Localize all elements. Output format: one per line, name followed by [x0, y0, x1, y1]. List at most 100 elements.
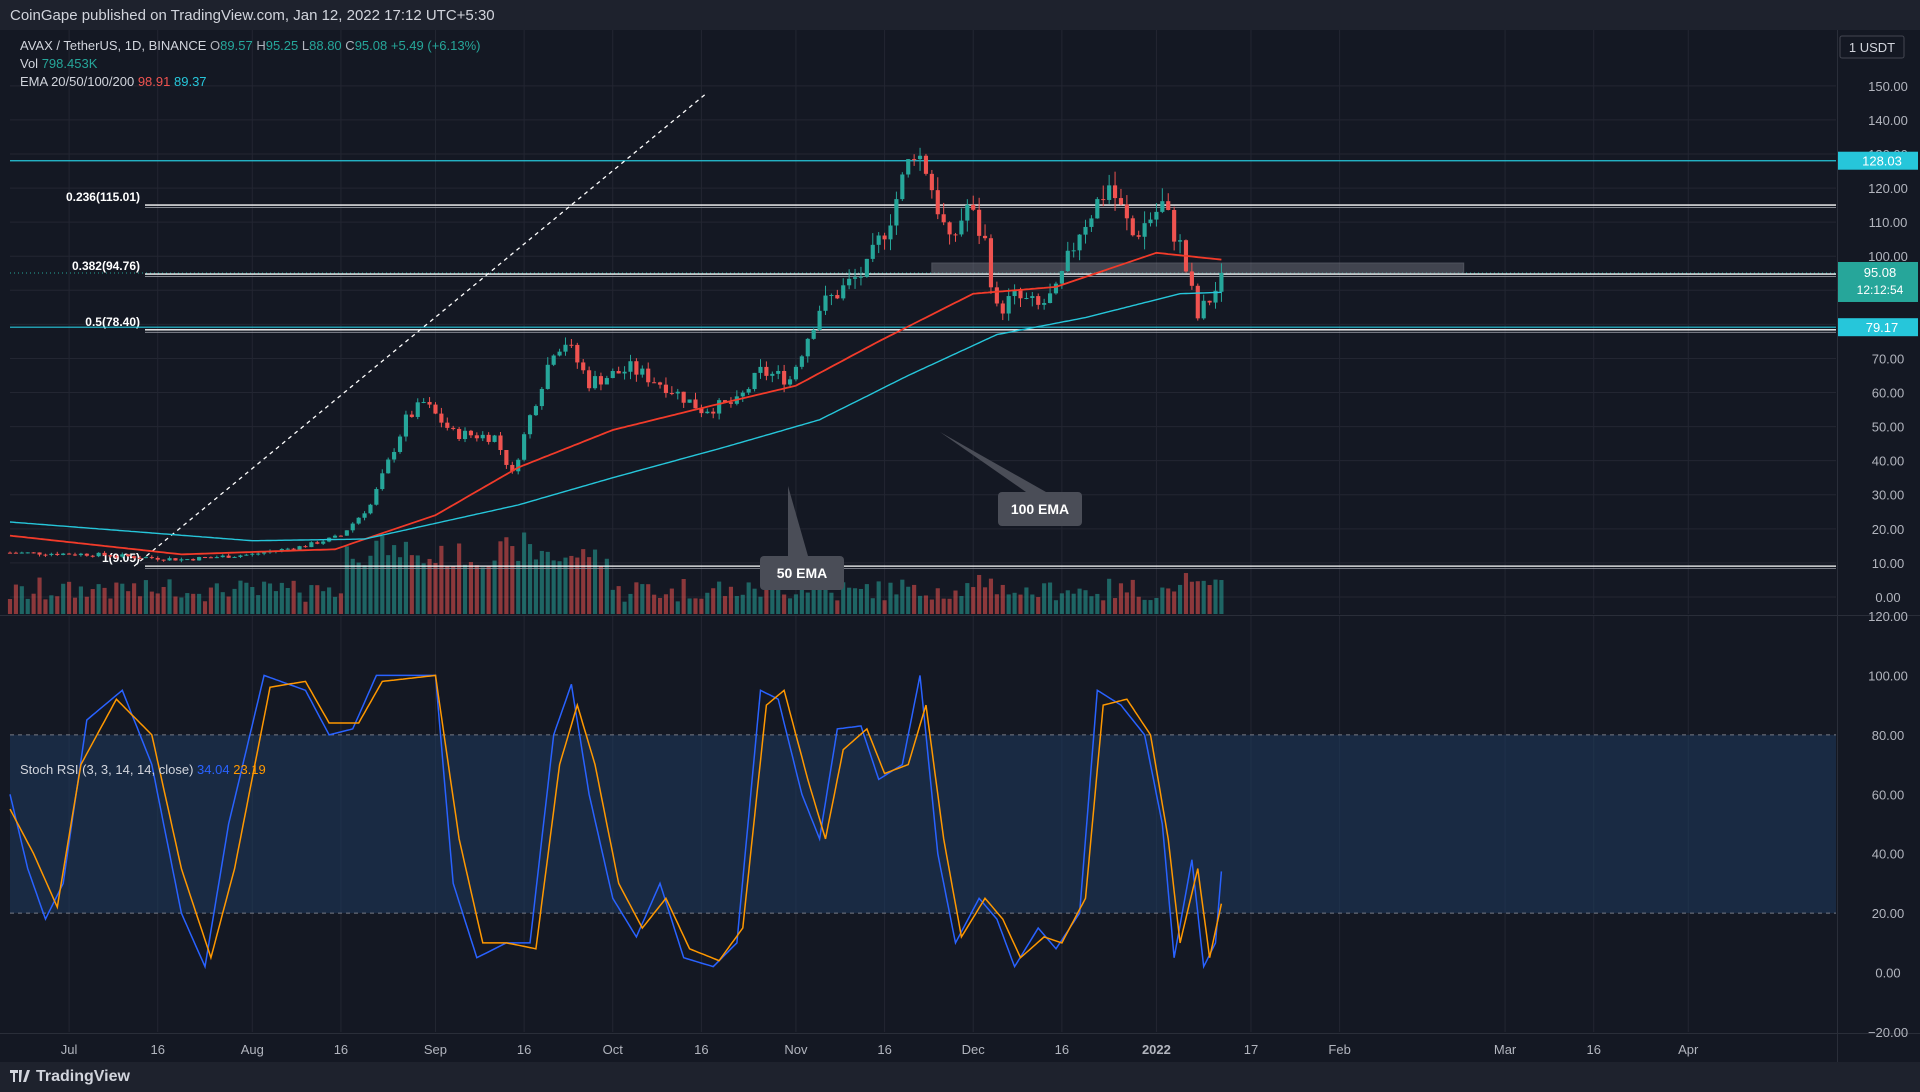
- candle-body: [415, 402, 420, 417]
- candle-body: [67, 553, 72, 555]
- volume-bar: [634, 582, 639, 614]
- chart-canvas[interactable]: 0.236(115.01) 0.382(94.76) 0.5(78.40) 1(9.0…: [0, 30, 1920, 1062]
- time-tick-label: 16: [694, 1042, 708, 1057]
- time-tick-label: 16: [517, 1042, 531, 1057]
- stoch-grid: [10, 616, 1836, 1032]
- candle-body: [557, 351, 562, 356]
- candle-body: [711, 411, 716, 414]
- legend-stoch-d: 23.19: [233, 762, 266, 777]
- candle-body: [214, 557, 219, 559]
- volume-bar: [776, 589, 781, 614]
- candle-body: [332, 535, 338, 538]
- candle-body: [1089, 218, 1094, 227]
- legend-close-label: C: [345, 38, 355, 53]
- volume-bar: [226, 596, 231, 614]
- candle-body: [149, 557, 154, 559]
- candle-body: [699, 408, 704, 414]
- volume-bar: [462, 564, 468, 614]
- candle-body: [49, 553, 54, 555]
- candle-body: [663, 384, 669, 394]
- candle-body: [1000, 303, 1005, 314]
- volume-bar: [327, 587, 332, 614]
- candle-body: [126, 554, 131, 557]
- last-price-badge: 95.08: [1864, 265, 1897, 280]
- candle-body: [539, 388, 544, 407]
- candle-body: [793, 366, 799, 380]
- volume-bar: [917, 595, 923, 614]
- volume-bar: [646, 584, 651, 614]
- candle-body: [72, 554, 78, 556]
- time-tick-label: 2022: [1142, 1042, 1171, 1057]
- candle-body: [616, 371, 621, 374]
- price-tick-label: 0.00: [1875, 590, 1900, 605]
- volume-bar: [581, 549, 586, 614]
- volume-bar: [273, 591, 278, 614]
- volume-bar: [262, 581, 267, 614]
- candle-body: [356, 517, 361, 524]
- main-grid: [0, 30, 1920, 616]
- volume-bar: [285, 587, 290, 614]
- candle-body: [640, 368, 645, 375]
- volume-bar: [309, 585, 314, 614]
- candle-body: [297, 546, 302, 550]
- volume-bar: [421, 563, 426, 614]
- candle-body: [776, 370, 781, 374]
- candle-body: [13, 552, 18, 554]
- volume-bar: [55, 596, 60, 614]
- candle-body: [161, 559, 166, 561]
- candle-body: [864, 258, 869, 277]
- volume-bar: [847, 587, 852, 614]
- candle-body: [291, 548, 296, 550]
- candle-body: [1160, 201, 1165, 212]
- candle-body: [362, 513, 367, 518]
- legend-ema-1: 98.91: [137, 74, 171, 89]
- tradingview-logo[interactable]: TradingView: [10, 1068, 130, 1086]
- ema-100-callout: 100 EMA: [1011, 501, 1069, 517]
- volume-bar: [628, 593, 633, 614]
- candle-body: [179, 559, 184, 561]
- volume-bar: [669, 588, 674, 614]
- candle-body: [1130, 218, 1135, 236]
- supply-zone: [931, 262, 1465, 274]
- volume-bar: [711, 588, 716, 614]
- volume-bar: [185, 593, 190, 614]
- volume-bar: [1089, 596, 1094, 614]
- candle-body: [303, 546, 308, 548]
- volume-bar: [598, 565, 604, 614]
- ema-100-callout-pointer: [940, 432, 1046, 492]
- candle-body: [492, 435, 497, 442]
- volume-bar: [25, 598, 30, 614]
- volume-bar: [965, 583, 970, 614]
- candle-body: [959, 220, 964, 235]
- candle-body: [1148, 219, 1153, 224]
- volume-bar: [947, 598, 952, 614]
- fib-label: 0.236(115.01): [66, 190, 140, 204]
- candle-body: [480, 434, 485, 439]
- currency-badge: 1 USDT: [1849, 40, 1895, 55]
- volume-bar: [1213, 579, 1218, 614]
- volume-bar: [1142, 599, 1147, 614]
- candle-body: [935, 190, 940, 215]
- time-tick-label: 16: [1586, 1042, 1600, 1057]
- candle-body: [1036, 296, 1041, 305]
- legend-high: 95.25: [265, 38, 299, 53]
- axis-separator: [1837, 30, 1838, 1062]
- volume-bar: [793, 594, 799, 614]
- volume-bar: [722, 596, 728, 614]
- volume-bar: [214, 583, 219, 614]
- price-tick-label: 100.00: [1868, 249, 1908, 264]
- volume-bar: [982, 587, 988, 614]
- time-tick-label: Mar: [1494, 1042, 1517, 1057]
- volume-bar: [143, 580, 148, 614]
- volume-bar: [1136, 596, 1141, 614]
- candle-body: [841, 285, 846, 299]
- legend-high-label: H: [256, 38, 266, 53]
- candle-body: [55, 553, 60, 555]
- candle-body: [1177, 240, 1183, 242]
- volume-bar: [7, 599, 13, 614]
- fib-trend-line: [133, 92, 708, 567]
- candle-body: [947, 222, 952, 235]
- volume-bar: [1024, 587, 1029, 614]
- volume-bar: [480, 567, 485, 614]
- ema-lines: [9, 251, 1222, 556]
